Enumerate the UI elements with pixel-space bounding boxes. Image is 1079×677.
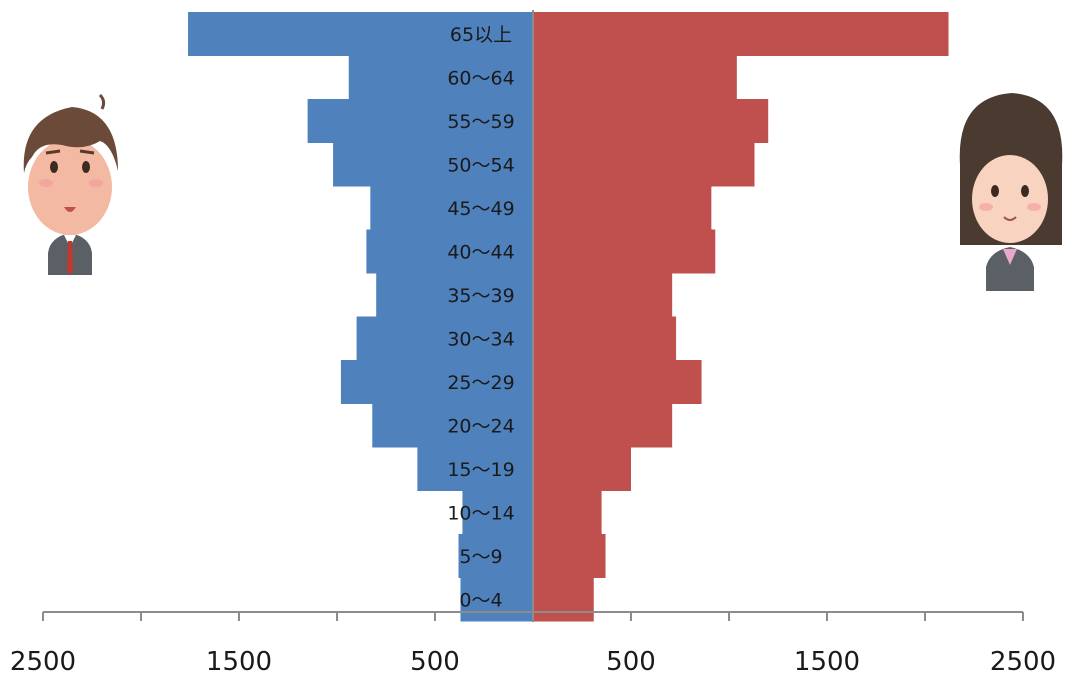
- category-label-3: 50～54: [447, 154, 514, 176]
- category-label-13: 0～4: [459, 589, 502, 611]
- left-bar-9: [372, 403, 533, 448]
- right-bar-3: [533, 142, 755, 187]
- right-bar-0: [533, 12, 949, 56]
- right-bar-12: [533, 534, 606, 578]
- category-label-11: 10～14: [447, 502, 514, 524]
- right-bar-11: [533, 490, 602, 535]
- left-bar-2: [307, 99, 533, 143]
- left-bar-4: [370, 186, 533, 230]
- right-bar-1: [533, 55, 737, 100]
- category-label-2: 55～59: [447, 111, 514, 133]
- left-bar-3: [333, 142, 533, 187]
- right-bar-6: [533, 273, 673, 317]
- left-bar-10: [417, 447, 533, 491]
- left-bar-12: [458, 534, 533, 578]
- right-bar-5: [533, 229, 716, 274]
- right-bar-8: [533, 360, 702, 404]
- category-label-7: 30～34: [447, 328, 514, 350]
- left-bar-13: [460, 577, 533, 622]
- left-bar-1: [348, 55, 533, 100]
- left-bar-0: [188, 12, 534, 56]
- x-axis: 2500 1500 500 500 1500 2500: [10, 611, 1056, 677]
- x-tick-label-0: 2500: [10, 647, 76, 673]
- category-label-5: 40～44: [447, 241, 514, 263]
- left-bar-11: [462, 490, 533, 535]
- bars-group: [188, 12, 949, 622]
- right-bar-2: [533, 99, 769, 143]
- x-tick-label-3: 500: [606, 647, 656, 673]
- category-label-9: 20～24: [447, 415, 514, 437]
- left-bar-5: [366, 229, 533, 274]
- category-label-6: 35～39: [447, 285, 514, 307]
- category-label-10: 15～19: [447, 459, 514, 481]
- businessman-avatar-icon: [23, 93, 118, 275]
- category-label-8: 25～29: [447, 372, 514, 394]
- x-tick-label-4: 1500: [794, 647, 860, 673]
- left-bar-7: [356, 316, 533, 361]
- right-bar-13: [533, 577, 594, 622]
- x-tick-label-1: 1500: [206, 647, 272, 673]
- x-tick-label-5: 2500: [990, 647, 1056, 673]
- category-label-1: 60～64: [447, 67, 514, 89]
- category-labels: 65以上 60～64 55～59 50～54 45～49 40～44 35～39 30～34 2…: [447, 24, 514, 612]
- right-bar-4: [533, 186, 712, 230]
- right-bar-7: [533, 316, 677, 361]
- x-tick-label-2: 500: [410, 647, 460, 673]
- category-label-12: 5～9: [459, 546, 502, 568]
- right-bar-10: [533, 447, 631, 491]
- businesswoman-avatar-icon: [959, 93, 1063, 291]
- right-bar-9: [533, 403, 673, 448]
- category-label-4: 45～49: [447, 198, 514, 220]
- category-label-0: 65以上: [450, 24, 512, 46]
- left-bar-6: [376, 273, 533, 317]
- left-bar-8: [340, 360, 533, 404]
